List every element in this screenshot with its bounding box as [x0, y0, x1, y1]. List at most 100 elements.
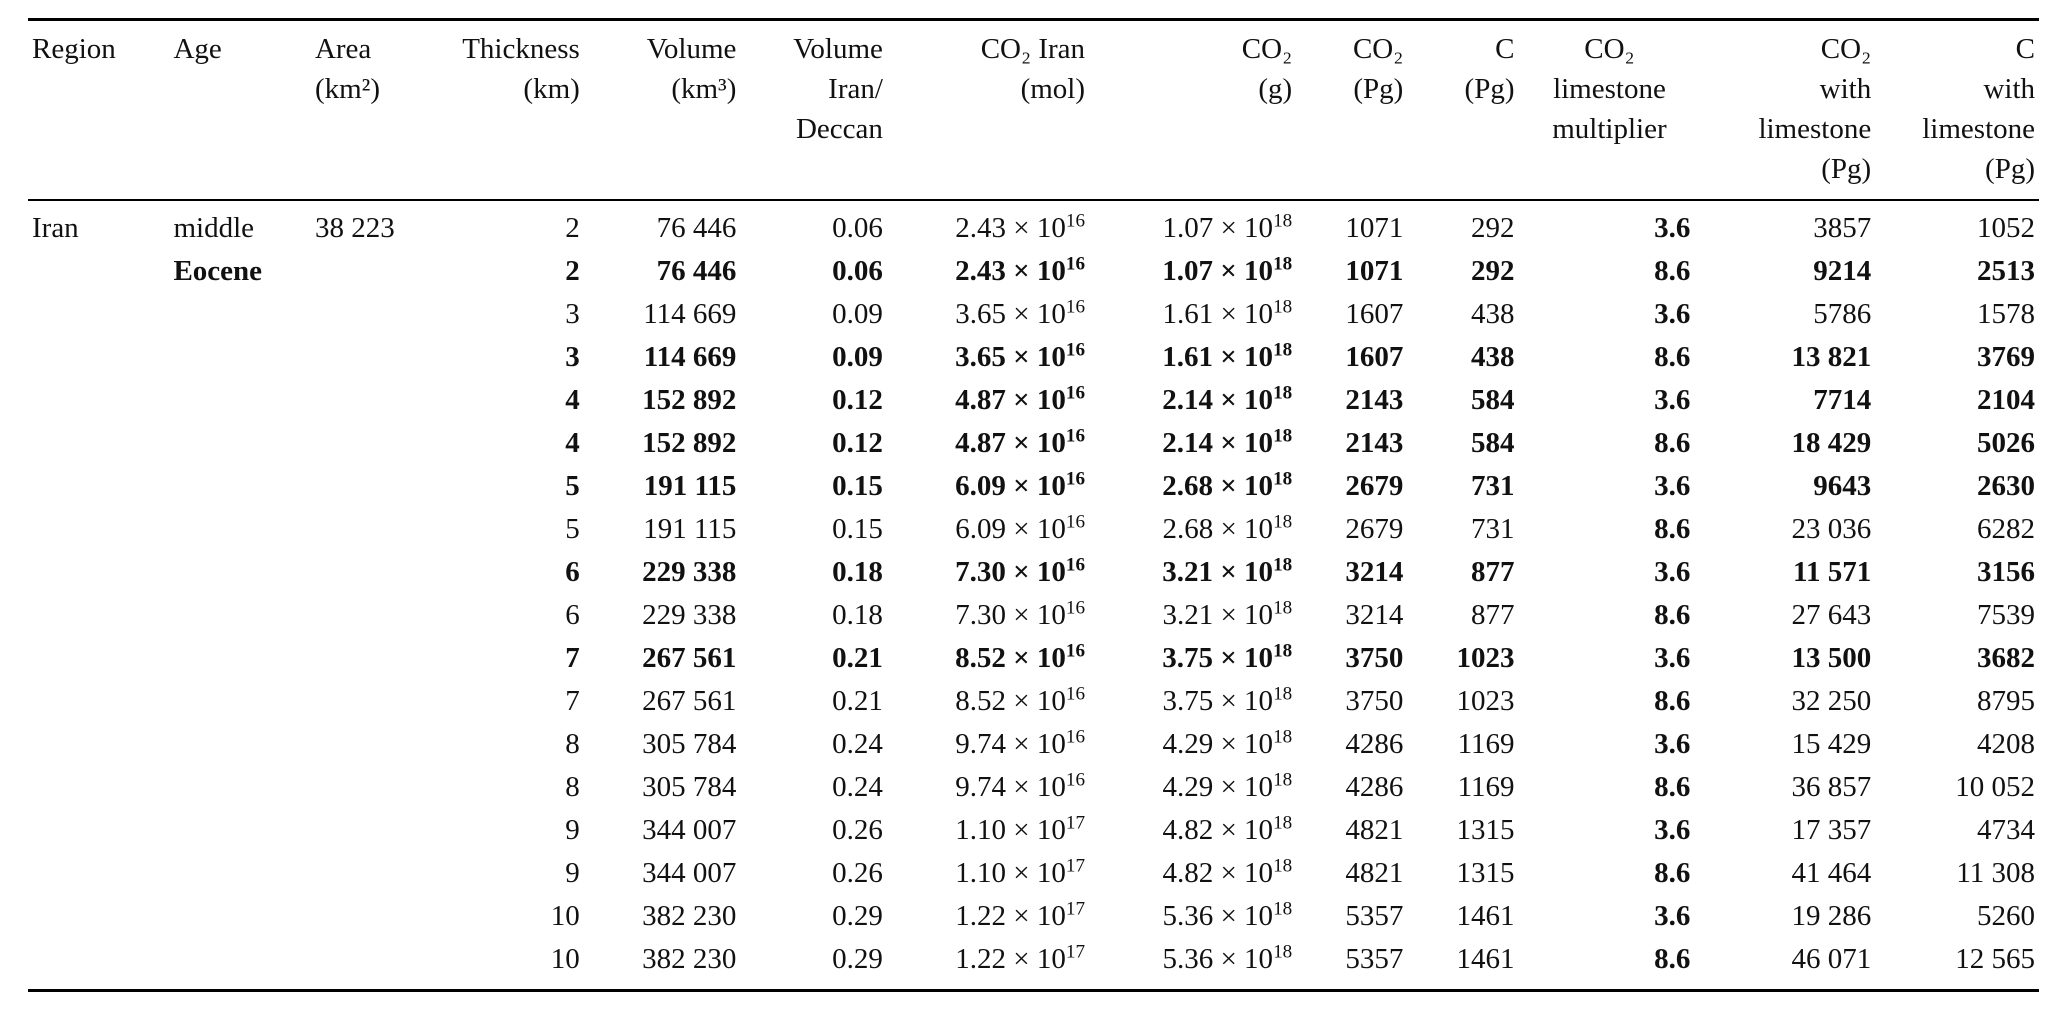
cell-area: [311, 422, 447, 465]
cell-area: [311, 551, 447, 594]
cell-co2_ls: 7714: [1813, 384, 1872, 416]
table-body: Iran middle 38 223 2 76 446 0.06 2.43 × 1016 1.…: [28, 200, 2039, 991]
table-row: 6 229 338 0.18 7.30 × 1016 3.21 × 1018 3214 87…: [28, 551, 2039, 594]
cell-co2_ls: 9643: [1813, 470, 1872, 502]
cell-c_ls: 5260: [1977, 900, 2035, 932]
cell-vol_ratio: 0.24: [832, 728, 883, 760]
cell-multiplier: 3.6: [1654, 470, 1691, 502]
cell-co2_mol: 2.43 × 1016: [955, 210, 1086, 244]
cell-c_ls: 3769: [1977, 341, 2035, 373]
cell-co2_mol: 2.43 × 1016: [955, 253, 1086, 287]
column-header-line: (Pg): [1821, 153, 1872, 185]
cell-co2_g: 3.21 × 1018: [1162, 554, 1293, 588]
column-header-line: CO₂: [1241, 33, 1293, 65]
cell-vol_ratio: 0.29: [832, 900, 883, 932]
cell-volume: 114 669: [643, 341, 737, 373]
cell-area: 38 223: [314, 212, 395, 244]
cell-volume: 76 446: [656, 255, 737, 287]
cell-c_pg: 1315: [1456, 814, 1515, 846]
cell-co2_ls: 9214: [1813, 255, 1872, 287]
cell-vol_ratio: 0.21: [832, 642, 883, 674]
cell-age: [169, 895, 310, 938]
cell-co2_mol: 7.30 × 1016: [955, 597, 1086, 631]
cell-co2_pg: 4821: [1345, 857, 1404, 889]
cell-co2_ls: 32 250: [1791, 685, 1872, 717]
cell-co2_pg: 3214: [1345, 556, 1404, 588]
cell-volume: 267 561: [642, 685, 737, 717]
cell-co2_g: 4.82 × 1018: [1162, 855, 1293, 889]
cell-multiplier: 8.6: [1654, 513, 1691, 545]
cell-vol_ratio: 0.06: [832, 255, 883, 287]
cell-region: [28, 723, 169, 766]
cell-multiplier: 8.6: [1654, 685, 1691, 717]
cell-region: [28, 637, 169, 680]
cell-volume: 382 230: [642, 900, 737, 932]
column-header-line: C: [1495, 33, 1515, 65]
cell-multiplier: 3.6: [1654, 556, 1691, 588]
cell-thickness: 2: [565, 255, 580, 287]
column-header-line: Volume: [793, 33, 883, 65]
cell-region: Iran: [32, 212, 79, 244]
cell-thickness: 2: [565, 212, 580, 244]
cell-region: [28, 852, 169, 895]
cell-area: [311, 465, 447, 508]
cell-co2_ls: 19 286: [1791, 900, 1872, 932]
cell-vol_ratio: 0.06: [832, 212, 883, 244]
cell-co2_pg: 3750: [1345, 685, 1404, 717]
table-row: 7 267 561 0.21 8.52 × 1016 3.75 × 1018 3750 10…: [28, 637, 2039, 680]
cell-age: [169, 594, 310, 637]
cell-vol_ratio: 0.18: [832, 556, 883, 588]
cell-age: [169, 336, 310, 379]
cell-co2_g: 4.29 × 1018: [1162, 726, 1293, 760]
cell-co2_g: 3.75 × 1018: [1162, 640, 1293, 674]
cell-co2_ls: 36 857: [1791, 771, 1872, 803]
cell-co2_mol: 8.52 × 1016: [955, 683, 1086, 717]
cell-vol_ratio: 0.26: [832, 857, 883, 889]
cell-co2_g: 2.68 × 1018: [1162, 511, 1293, 545]
cell-thickness: 3: [565, 298, 580, 330]
table-header: Region Age Area (km²) Thickness (km) Volume (km…: [28, 19, 2039, 201]
cell-c_ls: 1578: [1977, 298, 2035, 330]
cell-c_pg: 292: [1471, 212, 1515, 244]
column-header-line: Thickness: [462, 33, 580, 65]
cell-co2_g: 2.14 × 1018: [1162, 425, 1293, 459]
cell-multiplier: 3.6: [1654, 900, 1691, 932]
column-header-co2_g: CO₂ (g): [1089, 19, 1297, 201]
cell-c_ls: 12 565: [1955, 943, 2035, 975]
cell-volume: 229 338: [642, 599, 737, 631]
cell-c_ls: 8795: [1977, 685, 2035, 717]
cell-thickness: 4: [565, 384, 580, 416]
cell-age: [169, 551, 310, 594]
cell-co2_ls: 41 464: [1791, 857, 1872, 889]
cell-area: [311, 895, 447, 938]
cell-age: [169, 680, 310, 723]
table-row: 3 114 669 0.09 3.65 × 1016 1.61 × 1018 1607 43…: [28, 293, 2039, 336]
cell-co2_pg: 4821: [1345, 814, 1404, 846]
cell-thickness: 7: [565, 642, 580, 674]
cell-thickness: 5: [565, 470, 580, 502]
cell-co2_ls: 3857: [1813, 212, 1872, 244]
column-header-line: Age: [173, 33, 222, 65]
cell-thickness: 6: [565, 599, 580, 631]
cell-co2_ls: 17 357: [1791, 814, 1872, 846]
cell-thickness: 8: [565, 728, 580, 760]
column-header-line: with: [1819, 73, 1872, 105]
column-header-line: CO₂: [1820, 33, 1872, 65]
cell-co2_ls: 27 643: [1791, 599, 1872, 631]
cell-co2_mol: 6.09 × 1016: [955, 468, 1086, 502]
cell-co2_mol: 1.10 × 1017: [955, 812, 1086, 846]
cell-volume: 152 892: [642, 384, 737, 416]
cell-c_pg: 1461: [1456, 900, 1515, 932]
cell-co2_pg: 1607: [1345, 298, 1404, 330]
cell-c_pg: 292: [1471, 255, 1515, 287]
column-header-line: Area: [314, 33, 372, 65]
cell-c_ls: 7539: [1977, 599, 2035, 631]
cell-c_ls: 11 308: [1956, 857, 2035, 889]
column-header-line: Region: [32, 33, 116, 65]
cell-thickness: 5: [565, 513, 580, 545]
column-header-vol_ratio: Volume Iran/Deccan: [740, 19, 887, 201]
cell-multiplier: 3.6: [1654, 212, 1691, 244]
cell-co2_ls: 46 071: [1791, 943, 1872, 975]
cell-region: [28, 766, 169, 809]
cell-co2_g: 1.61 × 1018: [1162, 296, 1293, 330]
